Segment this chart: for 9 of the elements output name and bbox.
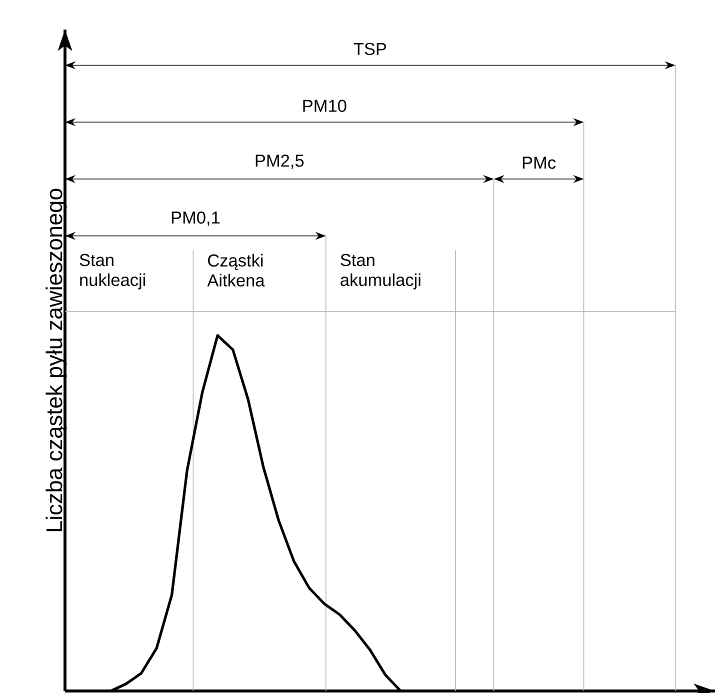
text: PMc (522, 156, 556, 169)
text: PM2,5 (256, 154, 304, 169)
text: PM10 (303, 100, 346, 112)
text: PM0,1 (172, 211, 220, 226)
text: Stan akumulacji (340, 254, 420, 290)
y-axis-title: Liczba cząstek pyłu zawieszonego (46, 188, 67, 532)
text: Stan nukleacji (80, 254, 146, 290)
text: Cząstki Aitkena (207, 254, 265, 287)
text: TSP (354, 42, 386, 56)
